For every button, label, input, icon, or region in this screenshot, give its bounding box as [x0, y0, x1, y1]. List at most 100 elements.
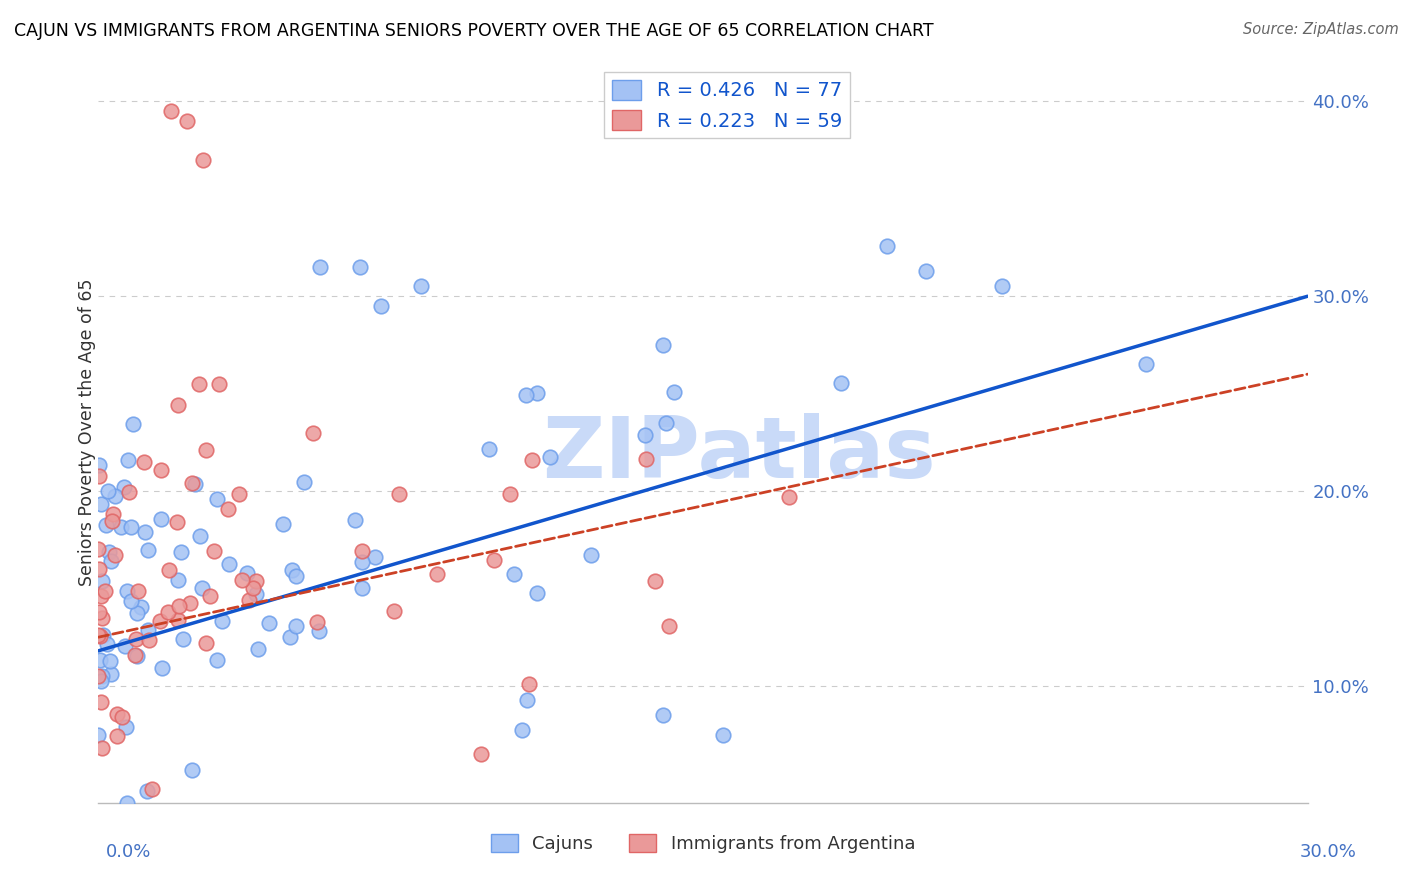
Point: [97, 484, 120, 499]
Point: [208, 376, 231, 391]
Point: [205, 653, 228, 667]
Point: [634, 452, 657, 467]
Point: [231, 573, 253, 587]
Point: [301, 426, 323, 441]
Point: [124, 648, 146, 662]
Point: [98, 545, 121, 559]
Point: [120, 594, 142, 608]
Text: 0.0%: 0.0%: [105, 843, 150, 861]
Point: [132, 455, 155, 469]
Point: [90, 673, 112, 688]
Point: [87, 728, 110, 742]
Point: [202, 543, 225, 558]
Point: [100, 666, 122, 681]
Point: [149, 463, 172, 477]
Point: [94, 518, 117, 533]
Point: [91, 628, 114, 642]
Point: [136, 623, 159, 637]
Point: [217, 501, 239, 516]
Point: [308, 624, 330, 639]
Point: [352, 555, 374, 569]
Point: [188, 376, 211, 391]
Point: [658, 619, 681, 633]
Point: [105, 707, 128, 722]
Point: [242, 581, 264, 595]
Point: [470, 747, 492, 761]
Point: [150, 512, 173, 526]
Point: [118, 485, 141, 500]
Point: [292, 475, 315, 489]
Point: [409, 279, 432, 293]
Point: [90, 574, 112, 588]
Point: [100, 553, 122, 567]
Point: [370, 299, 392, 313]
Point: [135, 783, 157, 797]
Point: [236, 566, 259, 581]
Point: [90, 695, 112, 709]
Point: [127, 607, 149, 621]
Point: [194, 636, 217, 650]
Point: [499, 487, 522, 501]
Point: [382, 605, 405, 619]
Point: [876, 239, 898, 253]
Point: [91, 741, 114, 756]
Y-axis label: Seniors Poverty Over the Age of 65: Seniors Poverty Over the Age of 65: [79, 279, 96, 586]
Point: [195, 442, 218, 457]
Point: [307, 615, 329, 629]
Point: [520, 453, 543, 467]
Point: [117, 453, 139, 467]
Point: [364, 550, 387, 565]
Point: [526, 586, 548, 600]
Point: [160, 104, 183, 119]
Point: [87, 605, 110, 619]
Point: [152, 661, 174, 675]
Point: [284, 569, 307, 583]
Point: [526, 385, 548, 400]
Point: [157, 606, 180, 620]
Point: [181, 764, 204, 778]
Point: [114, 720, 136, 734]
Point: [388, 487, 411, 501]
Point: [104, 489, 127, 503]
Point: [90, 589, 112, 603]
Point: [89, 497, 111, 511]
Point: [181, 476, 204, 491]
Point: [104, 548, 127, 562]
Point: [167, 599, 190, 614]
Point: [662, 385, 685, 400]
Point: [246, 642, 269, 657]
Point: [87, 561, 110, 575]
Point: [129, 599, 152, 614]
Point: [112, 480, 135, 494]
Point: [207, 492, 229, 507]
Point: [96, 637, 118, 651]
Point: [89, 629, 111, 643]
Legend: Cajuns, Immigrants from Argentina: Cajuns, Immigrants from Argentina: [484, 827, 922, 861]
Point: [172, 632, 194, 646]
Point: [278, 630, 301, 644]
Point: [285, 619, 308, 633]
Point: [350, 544, 373, 558]
Point: [125, 632, 148, 647]
Point: [170, 544, 193, 558]
Point: [281, 563, 304, 577]
Point: [98, 654, 121, 668]
Point: [157, 563, 180, 577]
Point: [167, 398, 190, 412]
Point: [91, 611, 114, 625]
Point: [87, 469, 110, 483]
Point: [579, 548, 602, 562]
Point: [120, 520, 142, 534]
Text: Source: ZipAtlas.com: Source: ZipAtlas.com: [1243, 22, 1399, 37]
Point: [149, 614, 172, 628]
Point: [426, 567, 449, 582]
Point: [651, 708, 673, 723]
Point: [238, 593, 260, 607]
Point: [245, 574, 267, 589]
Point: [167, 574, 190, 588]
Point: [644, 574, 666, 588]
Point: [245, 587, 267, 601]
Point: [218, 557, 240, 571]
Point: [127, 648, 149, 663]
Point: [100, 515, 122, 529]
